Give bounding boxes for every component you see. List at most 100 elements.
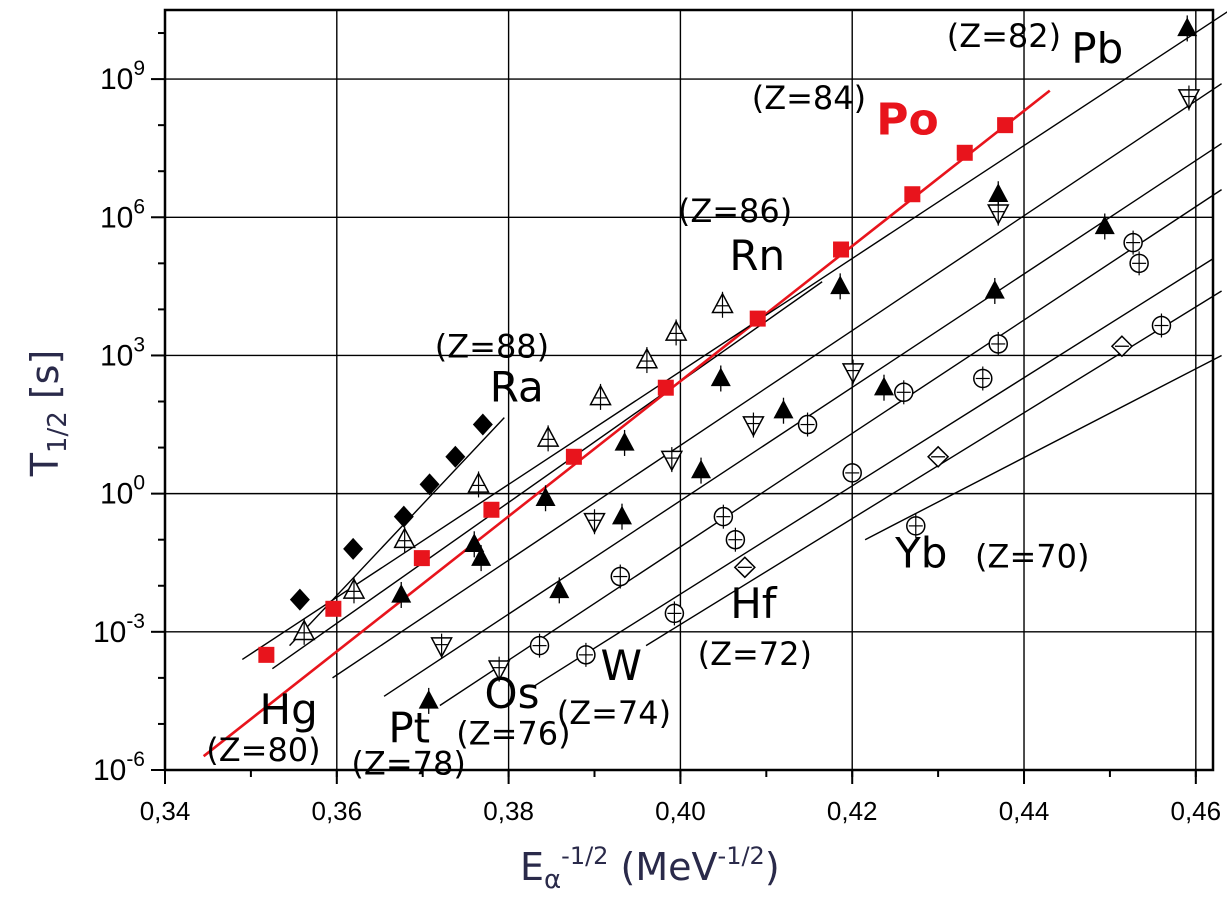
- point-hg: [549, 577, 570, 604]
- fit-line-hg: [332, 83, 1222, 679]
- point-po: [258, 646, 275, 663]
- point-pb: [614, 429, 635, 456]
- point-pt: [841, 359, 865, 385]
- label-hg-z: (Z=80): [206, 731, 320, 769]
- point-ra: [419, 473, 440, 496]
- label-yb-z: (Z=70): [975, 537, 1089, 575]
- point-pt: [1177, 85, 1201, 111]
- point-os: [1123, 230, 1143, 255]
- fit-line-pb: [241, 11, 1227, 661]
- point-hf: [733, 556, 756, 579]
- label-hf: Hf: [730, 579, 778, 628]
- point-po: [904, 186, 921, 203]
- y-tick-exponent: 9: [133, 57, 145, 80]
- y-tick-exponent: -6: [126, 748, 145, 771]
- point-rn: [589, 383, 612, 410]
- y-ticks: 10-6 10-3 100 103 106 109: [93, 32, 165, 787]
- point-hg: [873, 374, 894, 401]
- point-w: [1151, 313, 1172, 338]
- point-hg: [691, 457, 712, 484]
- label-w-z: (Z=74): [557, 694, 671, 732]
- label-os: Os: [485, 669, 540, 718]
- point-pb: [464, 531, 485, 558]
- label-ra-z: (Z=88): [435, 327, 549, 365]
- point-rn: [342, 577, 366, 604]
- label-yb: Yb: [894, 528, 947, 577]
- point-hg: [984, 277, 1005, 304]
- fit-line-ra: [289, 417, 505, 647]
- point-hf: [927, 445, 950, 468]
- label-hg: Hg: [259, 685, 317, 734]
- x-tick-label: 0,46: [1171, 796, 1222, 826]
- point-os: [894, 380, 914, 405]
- point-pt: [742, 412, 765, 438]
- x-tick-label: 0,38: [483, 796, 534, 826]
- point-po: [325, 600, 342, 617]
- x-tick-label: 0,40: [655, 796, 706, 826]
- point-os: [797, 412, 818, 437]
- point-w: [842, 460, 862, 485]
- y-tick-exponent: 0: [133, 472, 145, 495]
- point-hg: [418, 687, 439, 714]
- point-yb: [906, 513, 926, 538]
- label-os-z: (Z=76): [456, 715, 570, 753]
- label-hf-z: (Z=72): [698, 635, 812, 673]
- fit-line-os: [439, 189, 1222, 707]
- point-os: [1129, 251, 1149, 276]
- point-w: [664, 601, 685, 626]
- point-ra: [393, 505, 414, 528]
- point-rn: [635, 347, 659, 374]
- x-tick-label: 0,36: [311, 796, 362, 826]
- x-tick-label: 0,34: [140, 796, 191, 826]
- grid-lines: [165, 10, 1213, 770]
- point-pt: [986, 200, 1010, 226]
- point-ra: [289, 588, 310, 611]
- point-hg: [611, 503, 632, 530]
- y-tick-label: 10-6: [93, 748, 145, 787]
- fit-line-yb: [864, 354, 1222, 541]
- label-rn-z: (Z=86): [678, 192, 792, 230]
- y-tick-label: 100: [100, 472, 145, 511]
- point-hg: [471, 545, 492, 572]
- point-po: [997, 117, 1014, 134]
- point-po: [833, 241, 850, 258]
- point-pb: [830, 273, 851, 300]
- plot-frame: [163, 8, 1215, 772]
- x-axis-label: Eα-1/2 (MeV-1/2): [520, 842, 780, 895]
- fit-line-rn: [271, 281, 823, 670]
- y-tick-label: 103: [100, 333, 145, 372]
- annotations: (Z=88)Ra (Z=86)Rn (Z=84) Po (Z=82) Pb Hg(Z=80)…: [206, 17, 1123, 783]
- point-pt: [487, 656, 511, 682]
- y-tick-label: 10-3: [93, 610, 145, 649]
- point-os: [529, 633, 550, 658]
- point-rn: [711, 291, 734, 318]
- point-rn: [536, 425, 560, 452]
- y-tick-exponent: -3: [126, 610, 145, 633]
- label-pb: Pb: [1071, 24, 1123, 73]
- point-po: [749, 310, 766, 327]
- point-pb: [710, 365, 731, 392]
- point-w: [576, 642, 596, 667]
- point-pb: [391, 581, 412, 608]
- label-rn: Rn: [729, 231, 785, 280]
- point-hg: [773, 397, 794, 424]
- point-hf: [1110, 335, 1134, 358]
- label-po-z: (Z=84): [752, 79, 866, 117]
- point-os: [610, 564, 631, 589]
- point-pt: [583, 509, 606, 535]
- data-points: [258, 15, 1201, 714]
- y-tick-exponent: 3: [133, 333, 145, 356]
- point-po: [483, 501, 500, 518]
- point-os: [713, 504, 734, 529]
- label-ra: Ra: [490, 363, 544, 412]
- point-hg: [1094, 213, 1115, 240]
- point-pt: [430, 633, 453, 659]
- point-po: [657, 379, 674, 396]
- point-w: [725, 527, 746, 552]
- label-pt: Pt: [388, 703, 430, 752]
- point-po: [565, 448, 582, 465]
- point-w: [973, 366, 993, 391]
- point-pb: [535, 485, 556, 512]
- point-os: [988, 331, 1008, 356]
